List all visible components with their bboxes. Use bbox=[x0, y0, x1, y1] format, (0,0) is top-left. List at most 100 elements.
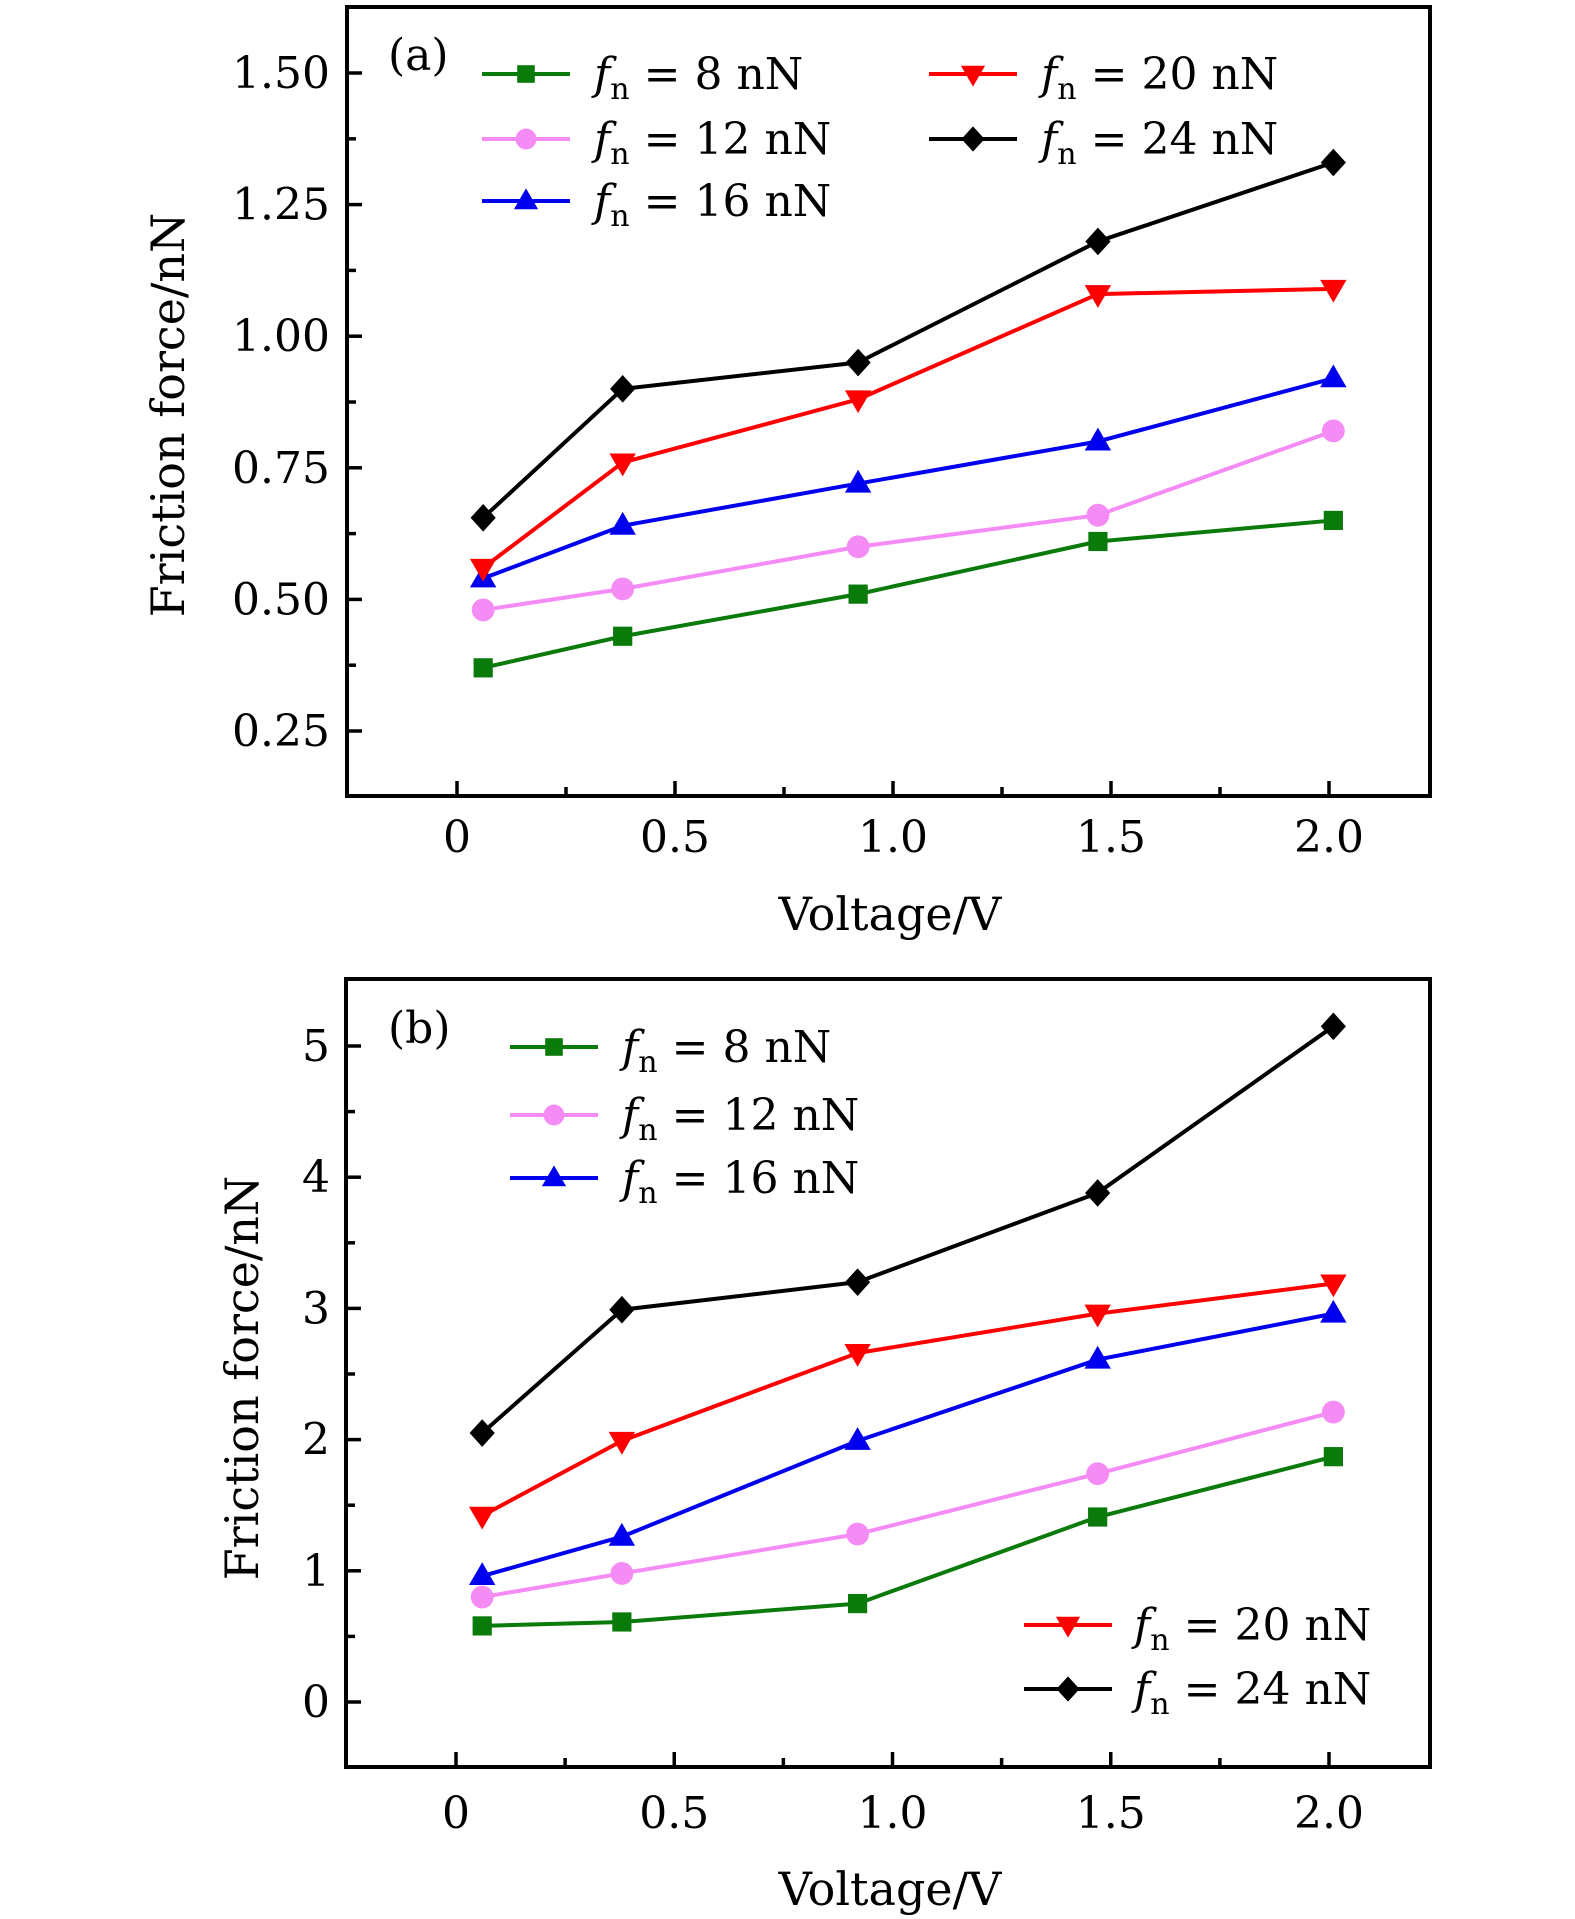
y-tick-label: 5 bbox=[302, 1021, 330, 1072]
y-tick-label: 1.00 bbox=[232, 311, 330, 362]
legend-label: fn = 24 nN bbox=[1131, 1664, 1371, 1722]
ticks-b: 0 0.5 1.0 1.5 2.0 0 1 2 3 4 5 bbox=[302, 1021, 1364, 1839]
data-point bbox=[844, 469, 872, 493]
legend-item: fn = 16 nN bbox=[482, 176, 831, 234]
legend-label: fn = 12 nN bbox=[591, 114, 831, 172]
data-point bbox=[846, 1522, 869, 1546]
panel-label-b: (b) bbox=[388, 1003, 451, 1054]
y-tick-label: 1.50 bbox=[232, 48, 330, 99]
legend-label: fn = 8 nN bbox=[619, 1022, 831, 1080]
y-tick-label: 0 bbox=[302, 1677, 330, 1728]
data-point bbox=[1321, 1400, 1345, 1424]
series-a bbox=[469, 148, 1347, 678]
y-tick-label: 4 bbox=[302, 1152, 330, 1203]
data-point bbox=[472, 1616, 492, 1636]
series-16nN bbox=[468, 1299, 1347, 1586]
data-point bbox=[1086, 1462, 1110, 1486]
data-point bbox=[1320, 148, 1346, 177]
data-point bbox=[844, 390, 872, 414]
y-tick-label: 0.25 bbox=[232, 706, 330, 757]
data-point bbox=[610, 375, 636, 403]
y-axis-title-a: Friction force/nN bbox=[141, 213, 195, 618]
data-point bbox=[1088, 1507, 1108, 1527]
legend-label: fn = 20 nN bbox=[1038, 49, 1278, 107]
x-tick-label: 0 bbox=[443, 812, 471, 863]
x-tick-label: 0.5 bbox=[640, 812, 710, 863]
legend-marker bbox=[517, 65, 535, 83]
legend-item: fn = 24 nN bbox=[929, 114, 1278, 172]
y-axis-title-b: Friction force/nN bbox=[215, 1176, 269, 1581]
x-tick-label: 0.5 bbox=[639, 1788, 709, 1839]
data-point bbox=[1320, 364, 1347, 388]
data-point bbox=[1085, 227, 1111, 256]
series-8nN bbox=[473, 510, 1343, 678]
y-tick-label: 0.75 bbox=[232, 443, 330, 494]
data-point bbox=[1084, 1345, 1111, 1369]
data-point bbox=[471, 598, 495, 622]
legend-label: fn = 12 nN bbox=[619, 1090, 859, 1148]
series-line bbox=[481, 1410, 1334, 1600]
data-point bbox=[609, 1295, 635, 1324]
data-point bbox=[1086, 503, 1110, 527]
legend-label: fn = 16 nN bbox=[619, 1153, 859, 1211]
data-point bbox=[468, 1506, 496, 1530]
series-20nN bbox=[469, 279, 1347, 582]
legend-marker bbox=[960, 65, 986, 87]
data-point bbox=[1320, 279, 1347, 303]
data-point bbox=[469, 558, 497, 582]
x-tick-label: 1.5 bbox=[1076, 1788, 1146, 1839]
series-16nN bbox=[469, 364, 1347, 588]
x-tick-label: 2.0 bbox=[1294, 1788, 1364, 1839]
data-point bbox=[612, 1612, 632, 1632]
data-point bbox=[1321, 419, 1345, 443]
data-point bbox=[1084, 427, 1112, 451]
legend-label: fn = 16 nN bbox=[591, 176, 831, 234]
legend-marker bbox=[961, 126, 985, 152]
ticks-a: 0 0.5 1.0 1.5 2.0 0.25 0.50 0.75 1.00 1.25 1.50 bbox=[232, 48, 1364, 863]
legend-item: fn = 16 nN bbox=[510, 1153, 859, 1211]
x-tick-label: 0 bbox=[442, 1788, 470, 1839]
series-12nN bbox=[471, 419, 1345, 622]
data-point bbox=[847, 1594, 868, 1614]
legend-item: fn = 24 nN bbox=[1024, 1664, 1371, 1722]
data-point bbox=[473, 658, 493, 678]
series-line bbox=[482, 518, 1334, 670]
series-line bbox=[481, 286, 1334, 570]
x-tick-label: 1.0 bbox=[858, 1788, 928, 1839]
y-tick-label: 2 bbox=[302, 1415, 330, 1466]
legend-marker bbox=[515, 128, 537, 150]
legend-label: fn = 24 nN bbox=[1038, 114, 1278, 172]
legend-label: fn = 8 nN bbox=[591, 49, 803, 107]
data-point bbox=[608, 1431, 636, 1455]
y-tick-label: 3 bbox=[302, 1283, 330, 1334]
data-point bbox=[469, 1419, 495, 1447]
x-tick-label: 1.5 bbox=[1076, 812, 1146, 863]
data-point bbox=[848, 584, 868, 604]
y-tick-label: 1 bbox=[302, 1546, 330, 1597]
series-line bbox=[480, 1024, 1335, 1435]
data-point bbox=[1320, 1274, 1347, 1298]
legend-marker bbox=[513, 188, 539, 210]
chart-panel-b: (b) Voltage/V Friction force/nN 0 0.5 1.0 1… bbox=[215, 977, 1432, 1916]
x-tick-label: 2.0 bbox=[1294, 812, 1364, 863]
legend-marker bbox=[1055, 1616, 1081, 1638]
data-point bbox=[1084, 285, 1112, 308]
series-b bbox=[468, 1012, 1347, 1636]
legend-marker bbox=[545, 1038, 563, 1056]
legend-item: fn = 20 nN bbox=[929, 49, 1278, 107]
legend-item: fn = 12 nN bbox=[510, 1090, 859, 1148]
data-point bbox=[470, 504, 496, 532]
legend-item: fn = 8 nN bbox=[482, 49, 803, 107]
data-point bbox=[611, 577, 635, 601]
data-point bbox=[468, 1562, 496, 1586]
data-point bbox=[613, 626, 633, 646]
data-point bbox=[844, 1427, 871, 1450]
x-axis-title-b: Voltage/V bbox=[778, 1862, 1002, 1916]
series-12nN bbox=[470, 1400, 1345, 1609]
x-axis-title-a: Voltage/V bbox=[778, 887, 1002, 941]
data-point bbox=[844, 1268, 871, 1296]
series-24nN bbox=[469, 1012, 1346, 1447]
